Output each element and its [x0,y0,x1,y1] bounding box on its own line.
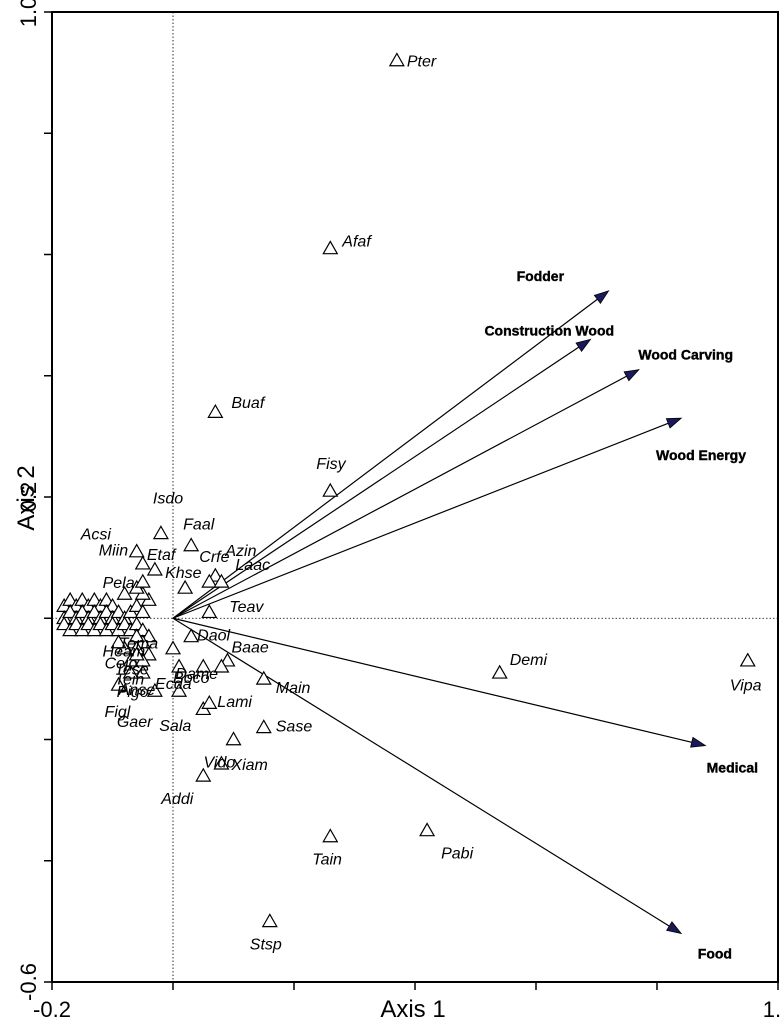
point-marker-fisy [323,484,337,496]
point-marker-tain [323,830,337,842]
vector-labels: Fodder Construction Wood Wood Carving Wood … [484,268,758,962]
point-label-boco: Boco [173,670,210,687]
point-label-khse: Khse [165,565,202,582]
point-label-gaer: Gaer [117,714,153,731]
point-marker-buaf [208,405,222,417]
point-marker-pabi [420,823,434,835]
point-label-stsp: Stsp [250,936,282,953]
point-label-vipa: Vipa [730,678,762,695]
y-axis-title: Axis 2 [13,465,40,530]
point-marker-isdo [154,526,168,538]
point-marker-afaf [323,241,337,253]
vector-arrowhead-food [667,922,682,934]
vector-label-food: Food [698,946,732,962]
y-tick-label: 1.0 [16,0,41,27]
vector-arrowhead-medical [691,737,706,747]
tick-labels: -0.2 1.0 -0.6 0.2 1.0 [16,0,781,1022]
point-label-tema: Tema [119,635,159,652]
point-label-baae: Baae [231,640,268,657]
vector-arrowhead-wood-carving [624,370,639,381]
x-tick-label: 1.0 [763,997,781,1022]
point-marker [136,575,150,587]
point-marker [166,642,180,654]
point-label-lami: Lami [217,694,252,711]
point-label-laac: Laac [235,557,270,574]
vector-label-fodder: Fodder [517,268,565,284]
vector-label-wood-energy: Wood Energy [656,447,746,463]
x-axis-title: Axis 1 [380,996,445,1023]
y-tick-label: -0.6 [16,963,41,1001]
point-label-isdo: Isdo [153,490,183,507]
point-label-pela: Pela [103,575,135,592]
point-label-faal: Faal [183,517,215,534]
point-label-pter: Pter [407,54,437,71]
point-marker-stsp [263,914,277,926]
point-marker-teav [202,605,216,617]
point-marker-vipa [741,654,755,666]
point-label-sala: Sala [159,718,191,735]
point-label-crfe: Crfe [199,549,229,566]
point-label-teav: Teav [229,599,264,616]
point-label-addi: Addi [160,791,193,808]
vector-medical [173,618,692,742]
point-marker-pter [390,54,404,66]
point-label-xiam: Xiam [230,757,267,774]
point-label-buaf: Buaf [231,395,265,412]
vector-arrowhead-construction-wood [576,339,590,351]
vector-label-construction-wood: Construction Wood [484,322,614,338]
point-label-demi: Demi [510,652,548,669]
point-label-fisy: Fisy [316,456,346,473]
point-label-acsi: Acsi [80,527,112,544]
point-marker-demi [493,666,507,678]
point-marker-sase [257,720,271,732]
point-marker-lami [202,696,216,708]
point-marker-acsi [130,545,144,557]
point-label-pabi: Pabi [441,845,473,862]
vector-label-wood-carving: Wood Carving [638,347,733,363]
point-marker-faal [184,539,198,551]
point-label-etaf: Etaf [147,547,177,564]
point-label-afaf: Afaf [341,233,372,250]
vector-arrowhead-wood-energy [666,418,681,428]
point-marker-khse [178,581,192,593]
vector-wood-carving [173,376,626,618]
point-label-daol: Daol [197,627,230,644]
point-label-miin: Miin [99,543,128,560]
point-marker-daol [184,629,198,641]
vector-arrowhead-fodder [594,291,608,303]
point-label-main: Main [276,680,311,697]
point-label-sase: Sase [276,718,313,735]
point-marker-vido [227,733,241,745]
point-label-tain: Tain [312,852,342,869]
vector-label-medical: Medical [707,760,758,776]
